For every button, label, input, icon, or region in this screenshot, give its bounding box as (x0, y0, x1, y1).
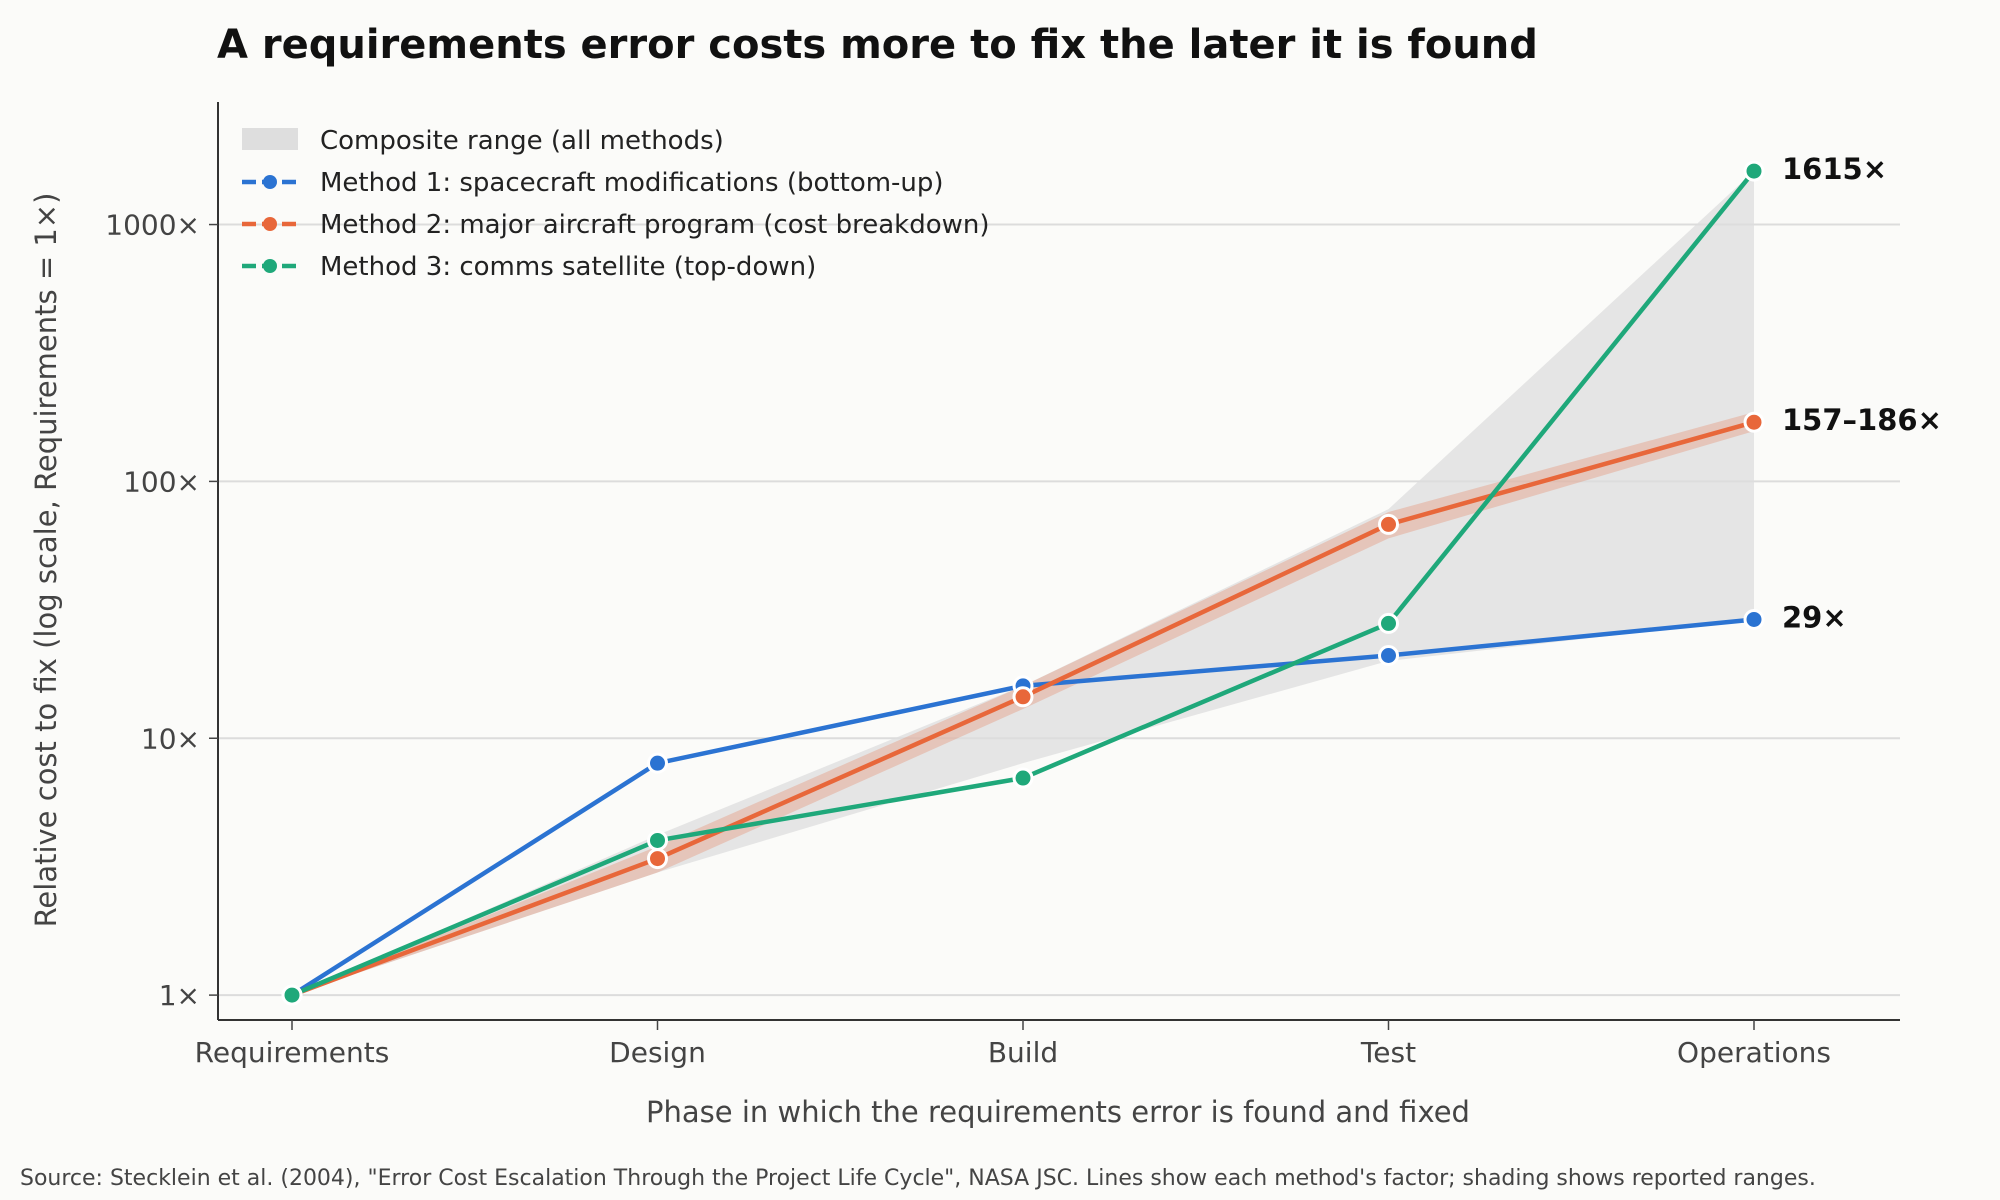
chart-title: A requirements error costs more to fix t… (217, 22, 1538, 68)
y-axis-title: Relative cost to fix (log scale, Require… (29, 193, 63, 928)
method-2-point (1378, 513, 1399, 535)
point-layer (281, 160, 1765, 1006)
method-3-point (647, 829, 668, 851)
method-3-point (1743, 160, 1765, 182)
legend-label: Method 1: spacecraft modifications (bott… (320, 168, 944, 198)
method-3-point (281, 984, 303, 1006)
method-1-point (1378, 644, 1399, 666)
legend-swatch-composite-range (242, 128, 298, 150)
legend-swatch-marker (263, 259, 277, 273)
y-tick-label: 10× (141, 722, 200, 755)
method-2-point (1743, 411, 1765, 433)
legend: Composite range (all methods) Method 1: s… (242, 126, 990, 282)
range-layer (292, 171, 1754, 996)
legend-swatch-marker (263, 217, 277, 231)
legend-label: Composite range (all methods) (320, 126, 724, 156)
method-3-point (1012, 767, 1034, 789)
end-label-layer: 29× 157–186× 1615× (1782, 152, 1942, 634)
method-2-point (1012, 686, 1034, 708)
y-tick-label: 100× (123, 465, 200, 498)
x-tick-label: Design (609, 1036, 706, 1069)
end-label: 1615× (1782, 152, 1887, 186)
method-2-point (647, 848, 668, 870)
end-label: 29× (1782, 600, 1847, 634)
tick-layer: 1× 10× 100× 1000× Requirements Design Build Tes… (105, 209, 1831, 1069)
x-tick-label: Build (988, 1036, 1058, 1069)
x-tick-label: Requirements (195, 1036, 390, 1069)
y-tick-label: 1× (159, 979, 200, 1012)
axes-layer (217, 102, 1900, 1021)
x-tick-label: Operations (1677, 1036, 1831, 1069)
legend-label: Method 2: major aircraft program (cost b… (320, 210, 990, 240)
method-1-point (1743, 608, 1765, 630)
method-1-point (647, 752, 668, 774)
method-3-point (1378, 612, 1399, 634)
source-note: Source: Stecklein et al. (2004), "Error … (20, 1166, 1816, 1191)
end-label: 157–186× (1782, 403, 1942, 437)
composite-range-area (292, 171, 1754, 996)
x-tick-label: Test (1360, 1036, 1416, 1069)
legend-swatch-marker (263, 175, 277, 189)
x-axis-title: Phase in which the requirements error is… (646, 1095, 1470, 1129)
y-tick-label: 1000× (105, 209, 200, 242)
legend-label: Method 3: comms satellite (top-down) (320, 252, 816, 282)
